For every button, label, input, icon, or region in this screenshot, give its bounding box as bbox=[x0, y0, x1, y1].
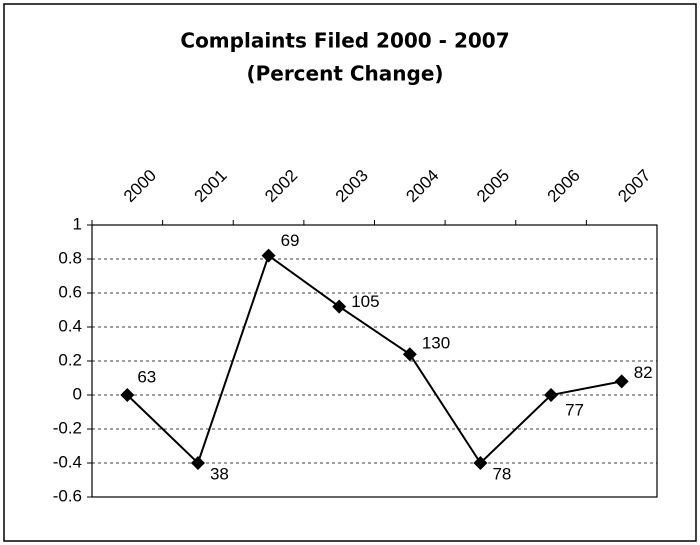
point-label: 63 bbox=[137, 367, 156, 386]
chart-frame bbox=[3, 3, 697, 542]
marker bbox=[473, 456, 488, 470]
point-label: 38 bbox=[210, 464, 229, 483]
chart-subtitle: (Percent Change) bbox=[246, 62, 443, 86]
y-tick-label: 0.8 bbox=[58, 248, 82, 267]
line bbox=[126, 253, 622, 465]
point-label: 77 bbox=[565, 400, 584, 419]
marker bbox=[332, 299, 347, 314]
y-tick-label: 0.2 bbox=[58, 350, 82, 369]
point-label: 105 bbox=[351, 292, 379, 311]
chart-title: Complaints Filed 2000 - 2007 bbox=[180, 29, 509, 53]
y-tick-label: -0.4 bbox=[53, 452, 82, 471]
y-tick-label: 0.6 bbox=[58, 282, 82, 301]
y-tick-label: -0.6 bbox=[53, 486, 82, 505]
marker bbox=[190, 456, 205, 470]
marker bbox=[402, 347, 417, 362]
point-label: 78 bbox=[492, 464, 511, 483]
y-tick-label: 0.4 bbox=[58, 316, 82, 335]
marker bbox=[120, 388, 135, 402]
point-label: 130 bbox=[422, 334, 450, 353]
marker bbox=[544, 388, 559, 402]
marker bbox=[261, 248, 276, 263]
y-tick-label: 1 bbox=[73, 214, 82, 233]
point-label: 69 bbox=[281, 231, 300, 250]
point-label: 82 bbox=[634, 363, 653, 382]
y-tick-label: 0 bbox=[73, 384, 82, 403]
y-tick-label: -0.2 bbox=[53, 418, 82, 437]
marker bbox=[614, 374, 629, 389]
